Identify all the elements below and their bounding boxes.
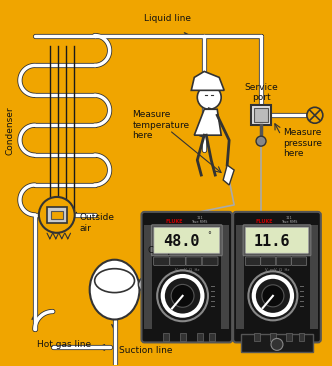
Text: Measure
pressure
here: Measure pressure here bbox=[283, 128, 322, 158]
Text: Condenser: Condenser bbox=[5, 106, 15, 154]
Bar bbox=[221, 225, 229, 329]
Text: °: ° bbox=[208, 231, 211, 240]
Bar bbox=[254, 333, 260, 341]
Ellipse shape bbox=[90, 260, 139, 320]
FancyBboxPatch shape bbox=[154, 227, 220, 253]
Text: Hot gas line: Hot gas line bbox=[37, 340, 91, 349]
FancyBboxPatch shape bbox=[154, 257, 169, 265]
FancyBboxPatch shape bbox=[261, 257, 276, 265]
Bar bbox=[236, 225, 244, 329]
Text: Measure
temperature
here: Measure temperature here bbox=[132, 110, 190, 140]
FancyBboxPatch shape bbox=[276, 257, 291, 265]
Ellipse shape bbox=[138, 278, 150, 292]
Bar bbox=[197, 333, 203, 341]
Ellipse shape bbox=[95, 269, 134, 292]
Text: FLUKE: FLUKE bbox=[256, 219, 274, 224]
Circle shape bbox=[256, 136, 266, 146]
Text: 111
True RMS: 111 True RMS bbox=[191, 216, 208, 224]
Circle shape bbox=[197, 85, 221, 109]
Polygon shape bbox=[191, 71, 224, 90]
Bar bbox=[180, 333, 186, 341]
FancyBboxPatch shape bbox=[245, 257, 260, 265]
Bar bbox=[310, 225, 318, 329]
Bar bbox=[144, 225, 152, 329]
FancyBboxPatch shape bbox=[233, 212, 321, 343]
Circle shape bbox=[39, 197, 75, 233]
Bar bbox=[209, 333, 215, 341]
FancyBboxPatch shape bbox=[202, 257, 218, 265]
Text: V  mV  Ω  Hz: V mV Ω Hz bbox=[175, 268, 199, 272]
Text: Liquid line: Liquid line bbox=[144, 14, 191, 23]
Bar bbox=[254, 108, 268, 122]
Circle shape bbox=[157, 270, 208, 321]
Bar bbox=[51, 211, 63, 219]
Bar bbox=[286, 333, 292, 341]
Text: FLUKE: FLUKE bbox=[165, 219, 183, 224]
FancyBboxPatch shape bbox=[243, 225, 311, 256]
Circle shape bbox=[271, 339, 283, 350]
FancyBboxPatch shape bbox=[170, 257, 186, 265]
Text: V  mV  Ω  Hz: V mV Ω Hz bbox=[265, 268, 289, 272]
Bar bbox=[270, 333, 276, 341]
Text: Compressor: Compressor bbox=[147, 246, 201, 255]
Circle shape bbox=[248, 271, 297, 320]
Text: 111
True RMS: 111 True RMS bbox=[281, 216, 297, 224]
FancyBboxPatch shape bbox=[246, 227, 308, 253]
Circle shape bbox=[262, 285, 284, 307]
FancyBboxPatch shape bbox=[186, 257, 202, 265]
Circle shape bbox=[307, 107, 323, 123]
Text: Service
port: Service port bbox=[244, 83, 278, 102]
FancyBboxPatch shape bbox=[291, 257, 307, 265]
Polygon shape bbox=[223, 165, 234, 185]
Text: 48.0: 48.0 bbox=[163, 234, 200, 249]
Text: Suction line: Suction line bbox=[119, 346, 172, 355]
FancyBboxPatch shape bbox=[141, 212, 232, 343]
Bar bbox=[241, 335, 313, 352]
Bar bbox=[47, 207, 67, 223]
Bar bbox=[298, 333, 304, 341]
FancyBboxPatch shape bbox=[151, 225, 222, 256]
Bar bbox=[163, 333, 169, 341]
Bar bbox=[251, 105, 271, 125]
Circle shape bbox=[171, 284, 194, 307]
Polygon shape bbox=[194, 109, 221, 135]
Text: 11.6: 11.6 bbox=[254, 234, 290, 249]
Text: Outside
air: Outside air bbox=[80, 213, 115, 232]
